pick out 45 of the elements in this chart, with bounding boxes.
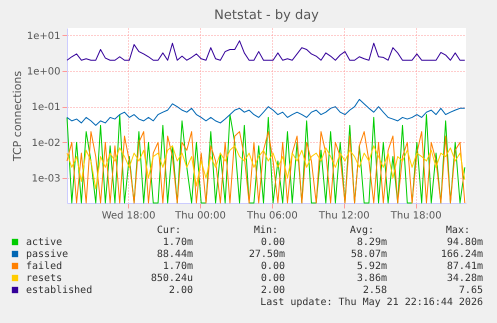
text: 166.24m — [440, 249, 483, 260]
x-tick-label: Thu 00:00 — [174, 210, 226, 222]
text: 34.28m — [446, 273, 483, 284]
text: 27.50m — [248, 249, 285, 260]
text: 8.29m — [356, 237, 387, 248]
x-tick-label: Wed 18:00 — [102, 210, 156, 222]
y-tick-label: 1e-03 — [32, 174, 60, 185]
y-tick-label: 1e-01 — [32, 102, 60, 114]
legend-label: passive — [26, 249, 68, 260]
text: 2.58 — [362, 285, 387, 296]
text: 2.00 — [168, 285, 193, 296]
text: Max: — [446, 225, 470, 236]
text: 94.80m — [446, 237, 483, 248]
line-series — [66, 145, 466, 190]
legend-label: active — [26, 237, 62, 248]
text: 7.65 — [458, 285, 483, 296]
y-tick-label: 1e-02 — [32, 138, 60, 149]
text: 5.92m — [356, 261, 387, 272]
text: Avg: — [350, 225, 374, 236]
text: 0.00 — [260, 273, 285, 284]
y-tick-label: 1e+00 — [26, 66, 60, 78]
x-tick-label: Thu 18:00 — [390, 210, 442, 222]
line-series — [66, 40, 466, 61]
text: Last update: Thu May 21 22:16:44 2026 — [260, 297, 483, 308]
line-series — [66, 98, 466, 126]
text: 58.07m — [350, 249, 387, 260]
text: 1.70m — [162, 237, 193, 248]
text: 87.41m — [446, 261, 483, 272]
legend-label: resets — [26, 273, 62, 284]
text: 0.00 — [260, 237, 285, 248]
x-tick-label: Thu 12:00 — [318, 210, 370, 222]
y-axis-title: TCP connections — [10, 70, 24, 162]
text: Cur: — [156, 225, 181, 236]
text: 88.44m — [156, 249, 193, 260]
legend-label: failed — [26, 261, 62, 272]
text: Min: — [254, 225, 278, 236]
text: 3.86m — [356, 273, 387, 284]
text: 0.00 — [260, 261, 285, 272]
chart-title: Netstat - by day — [214, 8, 320, 23]
text: 850.24u — [150, 273, 193, 284]
x-tick-label: Thu 06:00 — [246, 210, 298, 222]
y-tick-label: 1e+01 — [26, 30, 60, 42]
text: 1.70m — [162, 261, 193, 272]
legend-label: established — [26, 285, 92, 296]
text: 2.00 — [260, 285, 285, 296]
